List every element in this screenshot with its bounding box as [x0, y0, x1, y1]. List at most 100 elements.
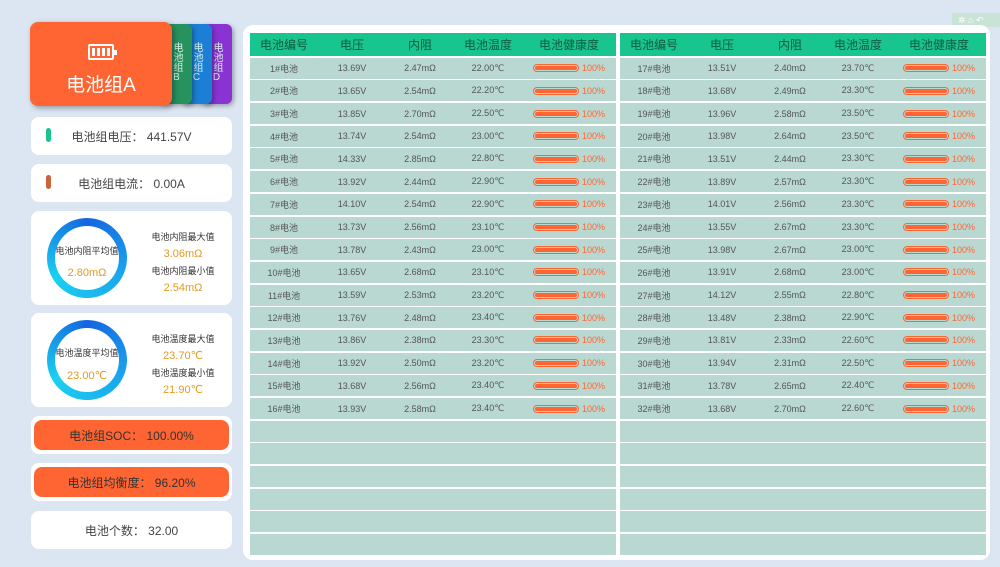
- table-row: 27#电池 14.12V 2.55mΩ 22.80℃ 100%: [620, 284, 986, 306]
- voltage: 13.98V: [707, 244, 737, 255]
- temp-avg-label: 电池温度平均值: [55, 348, 119, 358]
- temperature: 23.10℃: [471, 221, 505, 232]
- battery-id: 2#电池: [269, 86, 298, 97]
- resistance: 2.67mΩ: [774, 222, 806, 232]
- res-min-value: 2.54mΩ: [163, 282, 203, 294]
- table-row: 32#电池 13.68V 2.70mΩ 22.60℃ 100%: [620, 398, 986, 419]
- voltage: 13.78V: [707, 380, 737, 391]
- health-bar: [532, 404, 579, 413]
- temperature: 23.70℃: [841, 62, 875, 73]
- column-header: 电池温度: [463, 38, 512, 52]
- resistance: 2.40mΩ: [774, 63, 806, 74]
- voltage: 13.65V: [337, 267, 367, 278]
- table-row: 14#电池 13.92V 2.50mΩ 23.20℃ 100%: [250, 352, 616, 374]
- temperature: 23.00℃: [841, 266, 875, 277]
- health-bar-fill: [534, 111, 577, 116]
- resistance: 2.57mΩ: [774, 176, 806, 187]
- health-cell: 100%: [892, 222, 986, 232]
- health-cell: 100%: [892, 245, 986, 255]
- table-row: 22#电池 13.89V 2.57mΩ 23.30℃ 100%: [620, 171, 986, 193]
- voltage: 14.33V: [337, 153, 367, 164]
- battery-id: 23#电池: [637, 199, 671, 210]
- battery-group-tabs: 电池组A 电池组B 电池组C 电池组D: [30, 22, 235, 106]
- battery-id: 12#电池: [267, 313, 301, 324]
- health-bar: [902, 268, 949, 277]
- tab-battery-group-a[interactable]: 电池组A: [30, 22, 172, 106]
- battery-id: 14#电池: [267, 358, 301, 369]
- temp-min-value: 21.90℃: [163, 384, 203, 396]
- health-bar-fill: [534, 179, 577, 184]
- health-cell: 100%: [522, 404, 616, 414]
- voltage: 13.93V: [337, 403, 367, 414]
- health-bar-fill: [534, 361, 577, 366]
- health-bar-fill: [534, 66, 577, 71]
- table-row: 9#电池 13.78V 2.43mΩ 23.00℃ 100%: [250, 239, 616, 261]
- health-cell: 100%: [892, 199, 986, 209]
- soc-card: 电池组SOC： 100.00%: [31, 416, 232, 454]
- health-cell: 100%: [892, 290, 986, 300]
- battery-id: 25#电池: [637, 245, 671, 256]
- temperature: 22.20℃: [471, 85, 505, 96]
- health-bar: [902, 154, 949, 163]
- health-percent: 100%: [951, 85, 976, 96]
- health-bar-fill: [904, 383, 947, 388]
- table-row: 26#电池 13.91V 2.68mΩ 23.00℃ 100%: [620, 261, 986, 283]
- battery-table-right: 电池编号 电压 内阻 电池温度 电池健康度 17#电池 13.51V 2.40mΩ 23.70℃…: [620, 33, 986, 556]
- column-header: 电池编号: [259, 38, 308, 52]
- health-bar: [532, 336, 579, 345]
- column-header: 电压: [709, 38, 734, 52]
- health-bar-fill: [904, 66, 947, 71]
- column-header: 内阻: [407, 38, 432, 52]
- empty-row: [620, 420, 986, 442]
- home-icon[interactable]: ⌂: [968, 15, 974, 25]
- battery-id: 26#电池: [637, 267, 671, 278]
- health-cell: 100%: [522, 245, 616, 255]
- table-row: 10#电池 13.65V 2.68mΩ 23.10℃ 100%: [250, 261, 616, 283]
- battery-id: 30#电池: [637, 358, 671, 369]
- battery-id: 16#电池: [267, 404, 301, 414]
- battery-id: 4#电池: [269, 131, 298, 142]
- health-cell: 100%: [522, 335, 616, 345]
- health-bar: [902, 64, 949, 73]
- back-icon[interactable]: ↶: [976, 15, 984, 25]
- health-cell: 100%: [892, 63, 986, 73]
- resistance-card: 电池内阻平均值 2.80mΩ 电池内阻最大值 3.06mΩ 电池内阻最小值 2.5…: [31, 211, 232, 305]
- settings-icon[interactable]: ✲: [958, 15, 966, 25]
- resistance: 2.44mΩ: [774, 153, 806, 164]
- resistance: 2.50mΩ: [404, 358, 436, 369]
- health-percent: 100%: [951, 358, 976, 369]
- voltage: 13.86V: [337, 335, 367, 346]
- voltage: 13.92V: [337, 358, 367, 369]
- battery-table-panel: 电池编号 电压 内阻 电池温度 电池健康度 1#电池 13.69V 2.47mΩ 22.00℃ 1…: [243, 25, 990, 560]
- health-bar: [902, 132, 949, 141]
- voltage: 13.89V: [707, 176, 737, 187]
- temperature: 23.50℃: [841, 130, 875, 141]
- health-cell: 100%: [522, 109, 616, 119]
- voltage: 13.98V: [707, 131, 737, 142]
- temperature: 23.30℃: [471, 334, 505, 345]
- resistance: 2.65mΩ: [774, 380, 806, 391]
- battery-id: 22#电池: [637, 177, 671, 188]
- voltage: 13.73V: [337, 222, 367, 232]
- health-percent: 100%: [951, 108, 976, 119]
- health-bar: [532, 200, 579, 209]
- voltage: 13.94V: [707, 358, 737, 369]
- resistance: 2.68mΩ: [404, 267, 436, 278]
- health-cell: 100%: [892, 313, 986, 323]
- temperature-ring: 电池温度平均值 23.00℃: [47, 320, 127, 400]
- temperature: 23.20℃: [471, 357, 505, 368]
- health-bar-fill: [904, 247, 947, 252]
- voltage: 14.10V: [337, 199, 367, 210]
- health-cell: 100%: [522, 86, 616, 96]
- temperature: 22.80℃: [471, 153, 505, 164]
- health-bar: [532, 132, 579, 141]
- health-bar: [532, 359, 579, 368]
- empty-row: [250, 488, 616, 510]
- health-bar: [532, 64, 579, 73]
- status-dot: [46, 175, 51, 189]
- health-bar-fill: [904, 406, 947, 411]
- temperature-card: 电池温度平均值 23.00℃ 电池温度最大值 23.70℃ 电池温度最小值 21.…: [31, 313, 232, 407]
- resistance: 2.47mΩ: [404, 63, 436, 74]
- temperature: 22.60℃: [841, 334, 875, 345]
- voltage: 13.48V: [707, 312, 737, 323]
